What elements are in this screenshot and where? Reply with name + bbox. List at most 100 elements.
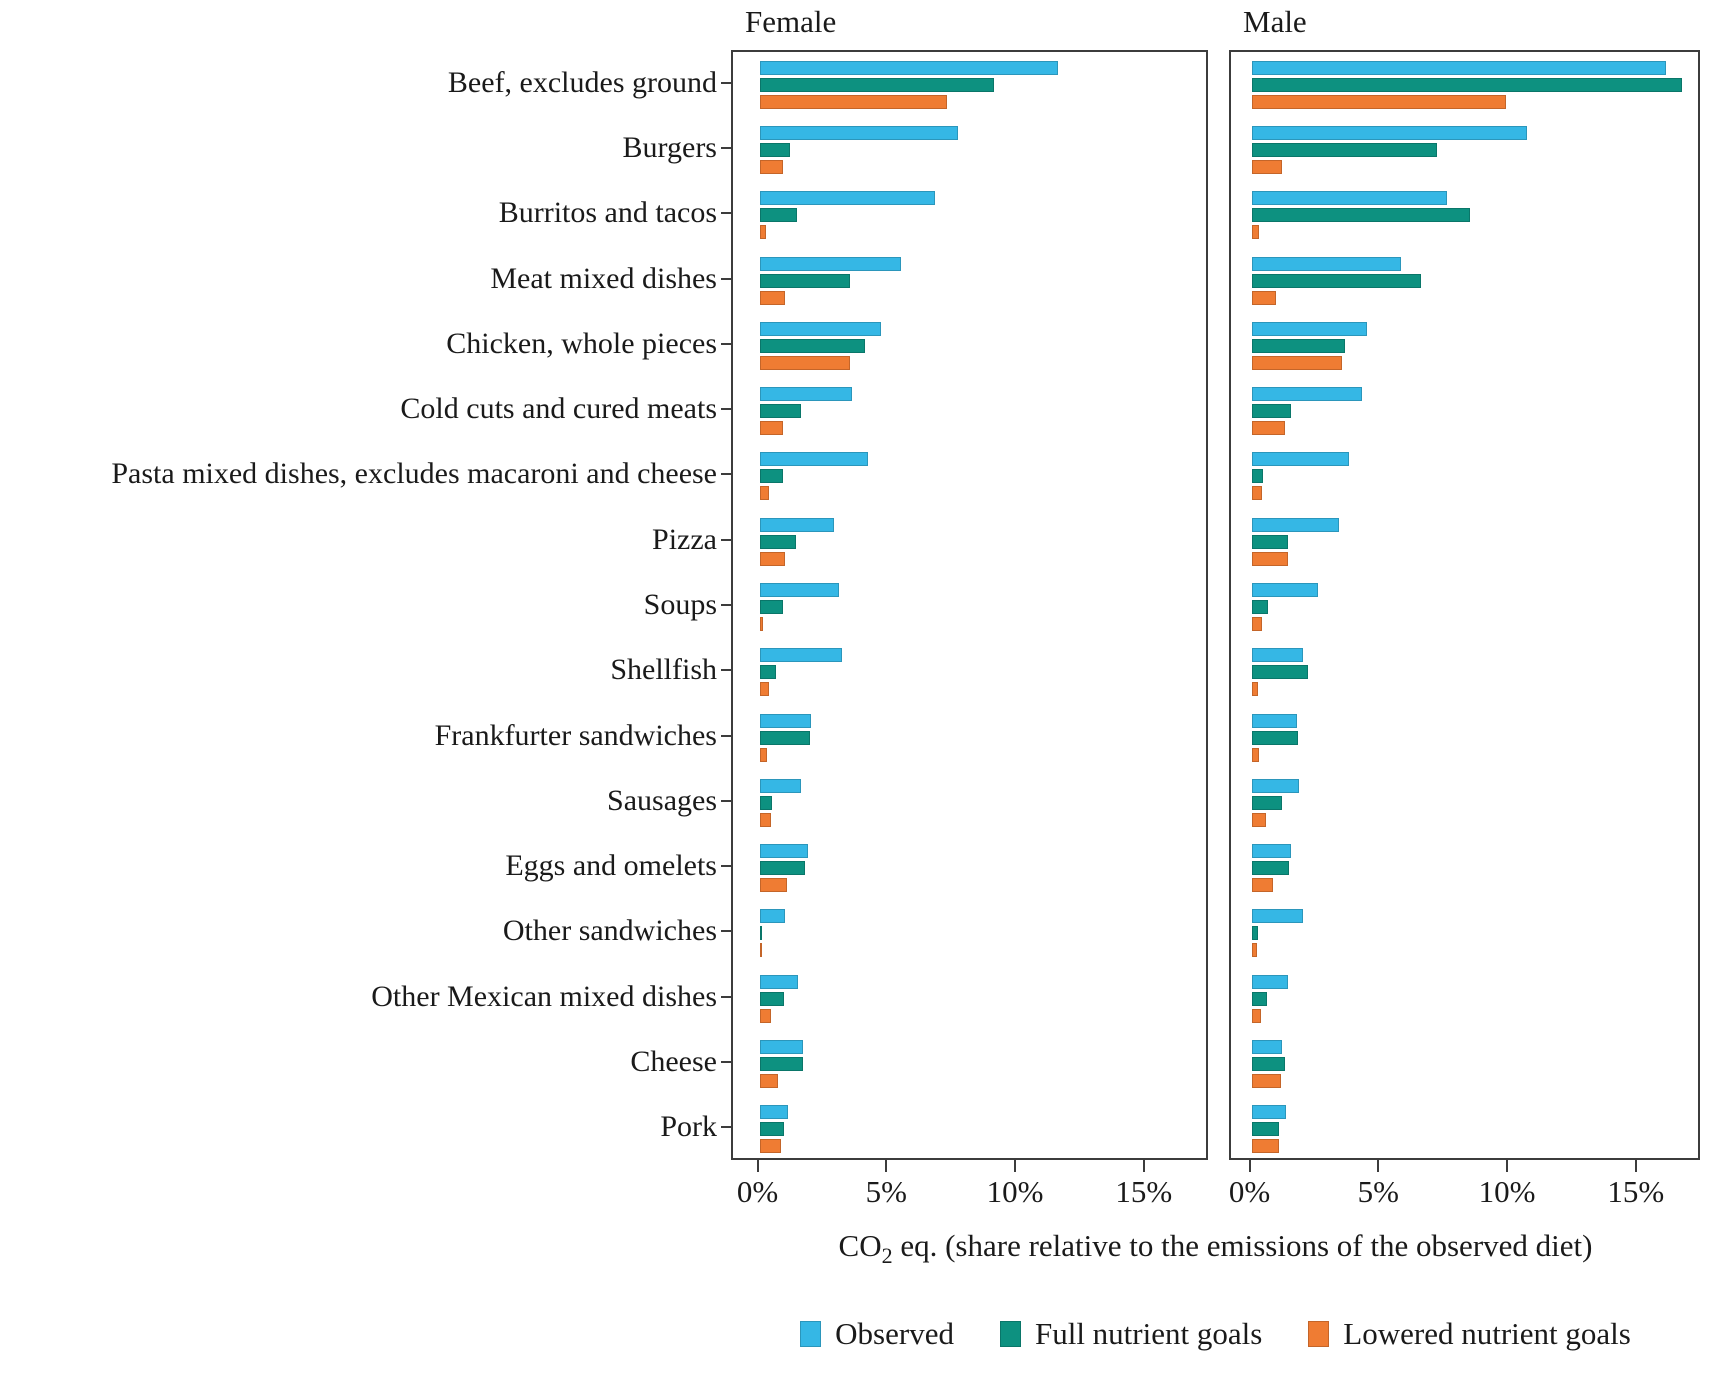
bar-observed bbox=[759, 60, 1059, 75]
bar-lowered-nutrient-goals bbox=[759, 94, 948, 109]
x-axis-tick-label: 10% bbox=[1478, 1174, 1536, 1209]
bar-full-nutrient-goals bbox=[1251, 861, 1289, 876]
category-label: Burgers bbox=[622, 130, 717, 164]
y-axis-tick bbox=[721, 1061, 733, 1064]
category-label: Pasta mixed dishes, excludes macaroni an… bbox=[111, 457, 717, 491]
bar-observed bbox=[1251, 60, 1667, 75]
bar-observed bbox=[759, 974, 799, 989]
bar-lowered-nutrient-goals bbox=[759, 551, 786, 566]
x-axis-tick bbox=[1142, 1160, 1145, 1172]
bar-lowered-nutrient-goals bbox=[1251, 1074, 1282, 1089]
legend-swatch bbox=[999, 1321, 1021, 1347]
bar-full-nutrient-goals bbox=[1251, 338, 1346, 353]
bar-full-nutrient-goals bbox=[1251, 534, 1288, 549]
bar-full-nutrient-goals bbox=[1251, 469, 1264, 484]
bar-lowered-nutrient-goals bbox=[759, 812, 772, 827]
bar-observed bbox=[1251, 713, 1297, 728]
bar-observed bbox=[1251, 844, 1292, 859]
y-axis-tick bbox=[721, 81, 733, 84]
y-axis-tick bbox=[721, 473, 733, 476]
y-axis-tick bbox=[721, 146, 733, 149]
bar-full-nutrient-goals bbox=[1251, 273, 1422, 288]
y-axis-tick bbox=[721, 734, 733, 737]
x-axis-tick bbox=[1248, 1160, 1251, 1172]
bar-lowered-nutrient-goals bbox=[759, 747, 768, 762]
bar-lowered-nutrient-goals bbox=[759, 290, 786, 305]
bar-observed bbox=[759, 321, 881, 336]
category-label: Other Mexican mixed dishes bbox=[371, 979, 717, 1013]
y-axis-tick bbox=[721, 538, 733, 541]
x-axis-tick-label: 15% bbox=[1607, 1174, 1665, 1209]
bar-observed bbox=[759, 844, 809, 859]
x-axis-tick bbox=[756, 1160, 759, 1172]
bar-lowered-nutrient-goals bbox=[1251, 682, 1258, 697]
bar-full-nutrient-goals bbox=[759, 142, 791, 157]
bar-lowered-nutrient-goals bbox=[1251, 159, 1283, 174]
category-label: Cold cuts and cured meats bbox=[400, 392, 717, 426]
x-axis-title: CO2 eq. (share relative to the emissions… bbox=[731, 1228, 1700, 1269]
bar-observed bbox=[759, 452, 868, 467]
y-axis-tick bbox=[721, 212, 733, 215]
x-axis-tick bbox=[885, 1160, 888, 1172]
legend-label: Lowered nutrient goals bbox=[1343, 1316, 1631, 1351]
bar-full-nutrient-goals bbox=[1251, 1122, 1279, 1137]
y-axis-tick bbox=[721, 342, 733, 345]
bar-observed bbox=[1251, 387, 1363, 402]
y-axis-tick bbox=[721, 995, 733, 998]
bar-lowered-nutrient-goals bbox=[1251, 421, 1285, 436]
category-label: Cheese bbox=[630, 1045, 717, 1079]
category-label: Frankfurter sandwiches bbox=[434, 718, 717, 752]
bar-lowered-nutrient-goals bbox=[759, 421, 783, 436]
bar-full-nutrient-goals bbox=[759, 991, 784, 1006]
y-axis-tick bbox=[721, 604, 733, 606]
bar-observed bbox=[1251, 583, 1319, 597]
bar-observed bbox=[759, 191, 935, 206]
bar-observed bbox=[759, 778, 801, 793]
bar-lowered-nutrient-goals bbox=[1251, 943, 1258, 958]
bar-observed bbox=[759, 125, 958, 140]
legend-swatch bbox=[1308, 1321, 1330, 1347]
bar-lowered-nutrient-goals bbox=[1251, 747, 1260, 762]
y-axis-tick bbox=[721, 930, 733, 933]
bar-observed bbox=[759, 1040, 804, 1055]
legend-item: Full nutrient goals bbox=[999, 1316, 1262, 1352]
bar-lowered-nutrient-goals bbox=[759, 1139, 782, 1154]
bar-observed bbox=[1251, 1040, 1283, 1055]
bar-lowered-nutrient-goals bbox=[1251, 225, 1260, 240]
x-axis-tick-label: 5% bbox=[865, 1174, 907, 1209]
x-axis-tick bbox=[1014, 1160, 1016, 1172]
bar-lowered-nutrient-goals bbox=[759, 225, 766, 240]
y-axis-tick bbox=[721, 669, 733, 672]
category-label: Pork bbox=[660, 1110, 717, 1144]
bar-lowered-nutrient-goals bbox=[759, 1008, 772, 1023]
bar-lowered-nutrient-goals bbox=[759, 943, 762, 958]
bar-observed bbox=[1251, 778, 1300, 793]
bar-observed bbox=[759, 517, 835, 532]
y-axis-tick bbox=[721, 1126, 733, 1129]
category-label: Meat mixed dishes bbox=[490, 261, 717, 295]
bar-observed bbox=[759, 583, 840, 597]
x-axis-title-text-suffix: eq. (share relative to the emissions of … bbox=[892, 1228, 1593, 1263]
bar-full-nutrient-goals bbox=[759, 77, 994, 92]
x-axis-tick-label: 10% bbox=[986, 1174, 1044, 1209]
category-axis-labels: Beef, excludes ground Burgers Burritos and… bbox=[0, 50, 717, 1160]
bar-lowered-nutrient-goals bbox=[759, 355, 850, 370]
bar-full-nutrient-goals bbox=[1251, 926, 1258, 941]
bar-lowered-nutrient-goals bbox=[759, 1074, 778, 1089]
panel-female bbox=[731, 50, 1208, 1160]
bar-observed bbox=[1251, 452, 1350, 467]
bar-full-nutrient-goals bbox=[1251, 600, 1269, 614]
bar-full-nutrient-goals bbox=[1251, 208, 1471, 223]
bar-lowered-nutrient-goals bbox=[759, 159, 783, 174]
category-label: Soups bbox=[643, 588, 717, 621]
y-axis-tick bbox=[721, 799, 733, 802]
bar-observed bbox=[1251, 974, 1288, 989]
bar-lowered-nutrient-goals bbox=[1251, 290, 1276, 305]
bar-lowered-nutrient-goals bbox=[1251, 486, 1262, 501]
legend-label: Observed bbox=[835, 1316, 954, 1351]
bar-observed bbox=[1251, 256, 1401, 271]
bar-lowered-nutrient-goals bbox=[1251, 1008, 1261, 1023]
bar-lowered-nutrient-goals bbox=[759, 878, 787, 893]
bar-full-nutrient-goals bbox=[1251, 404, 1292, 419]
bar-full-nutrient-goals bbox=[1251, 730, 1298, 745]
